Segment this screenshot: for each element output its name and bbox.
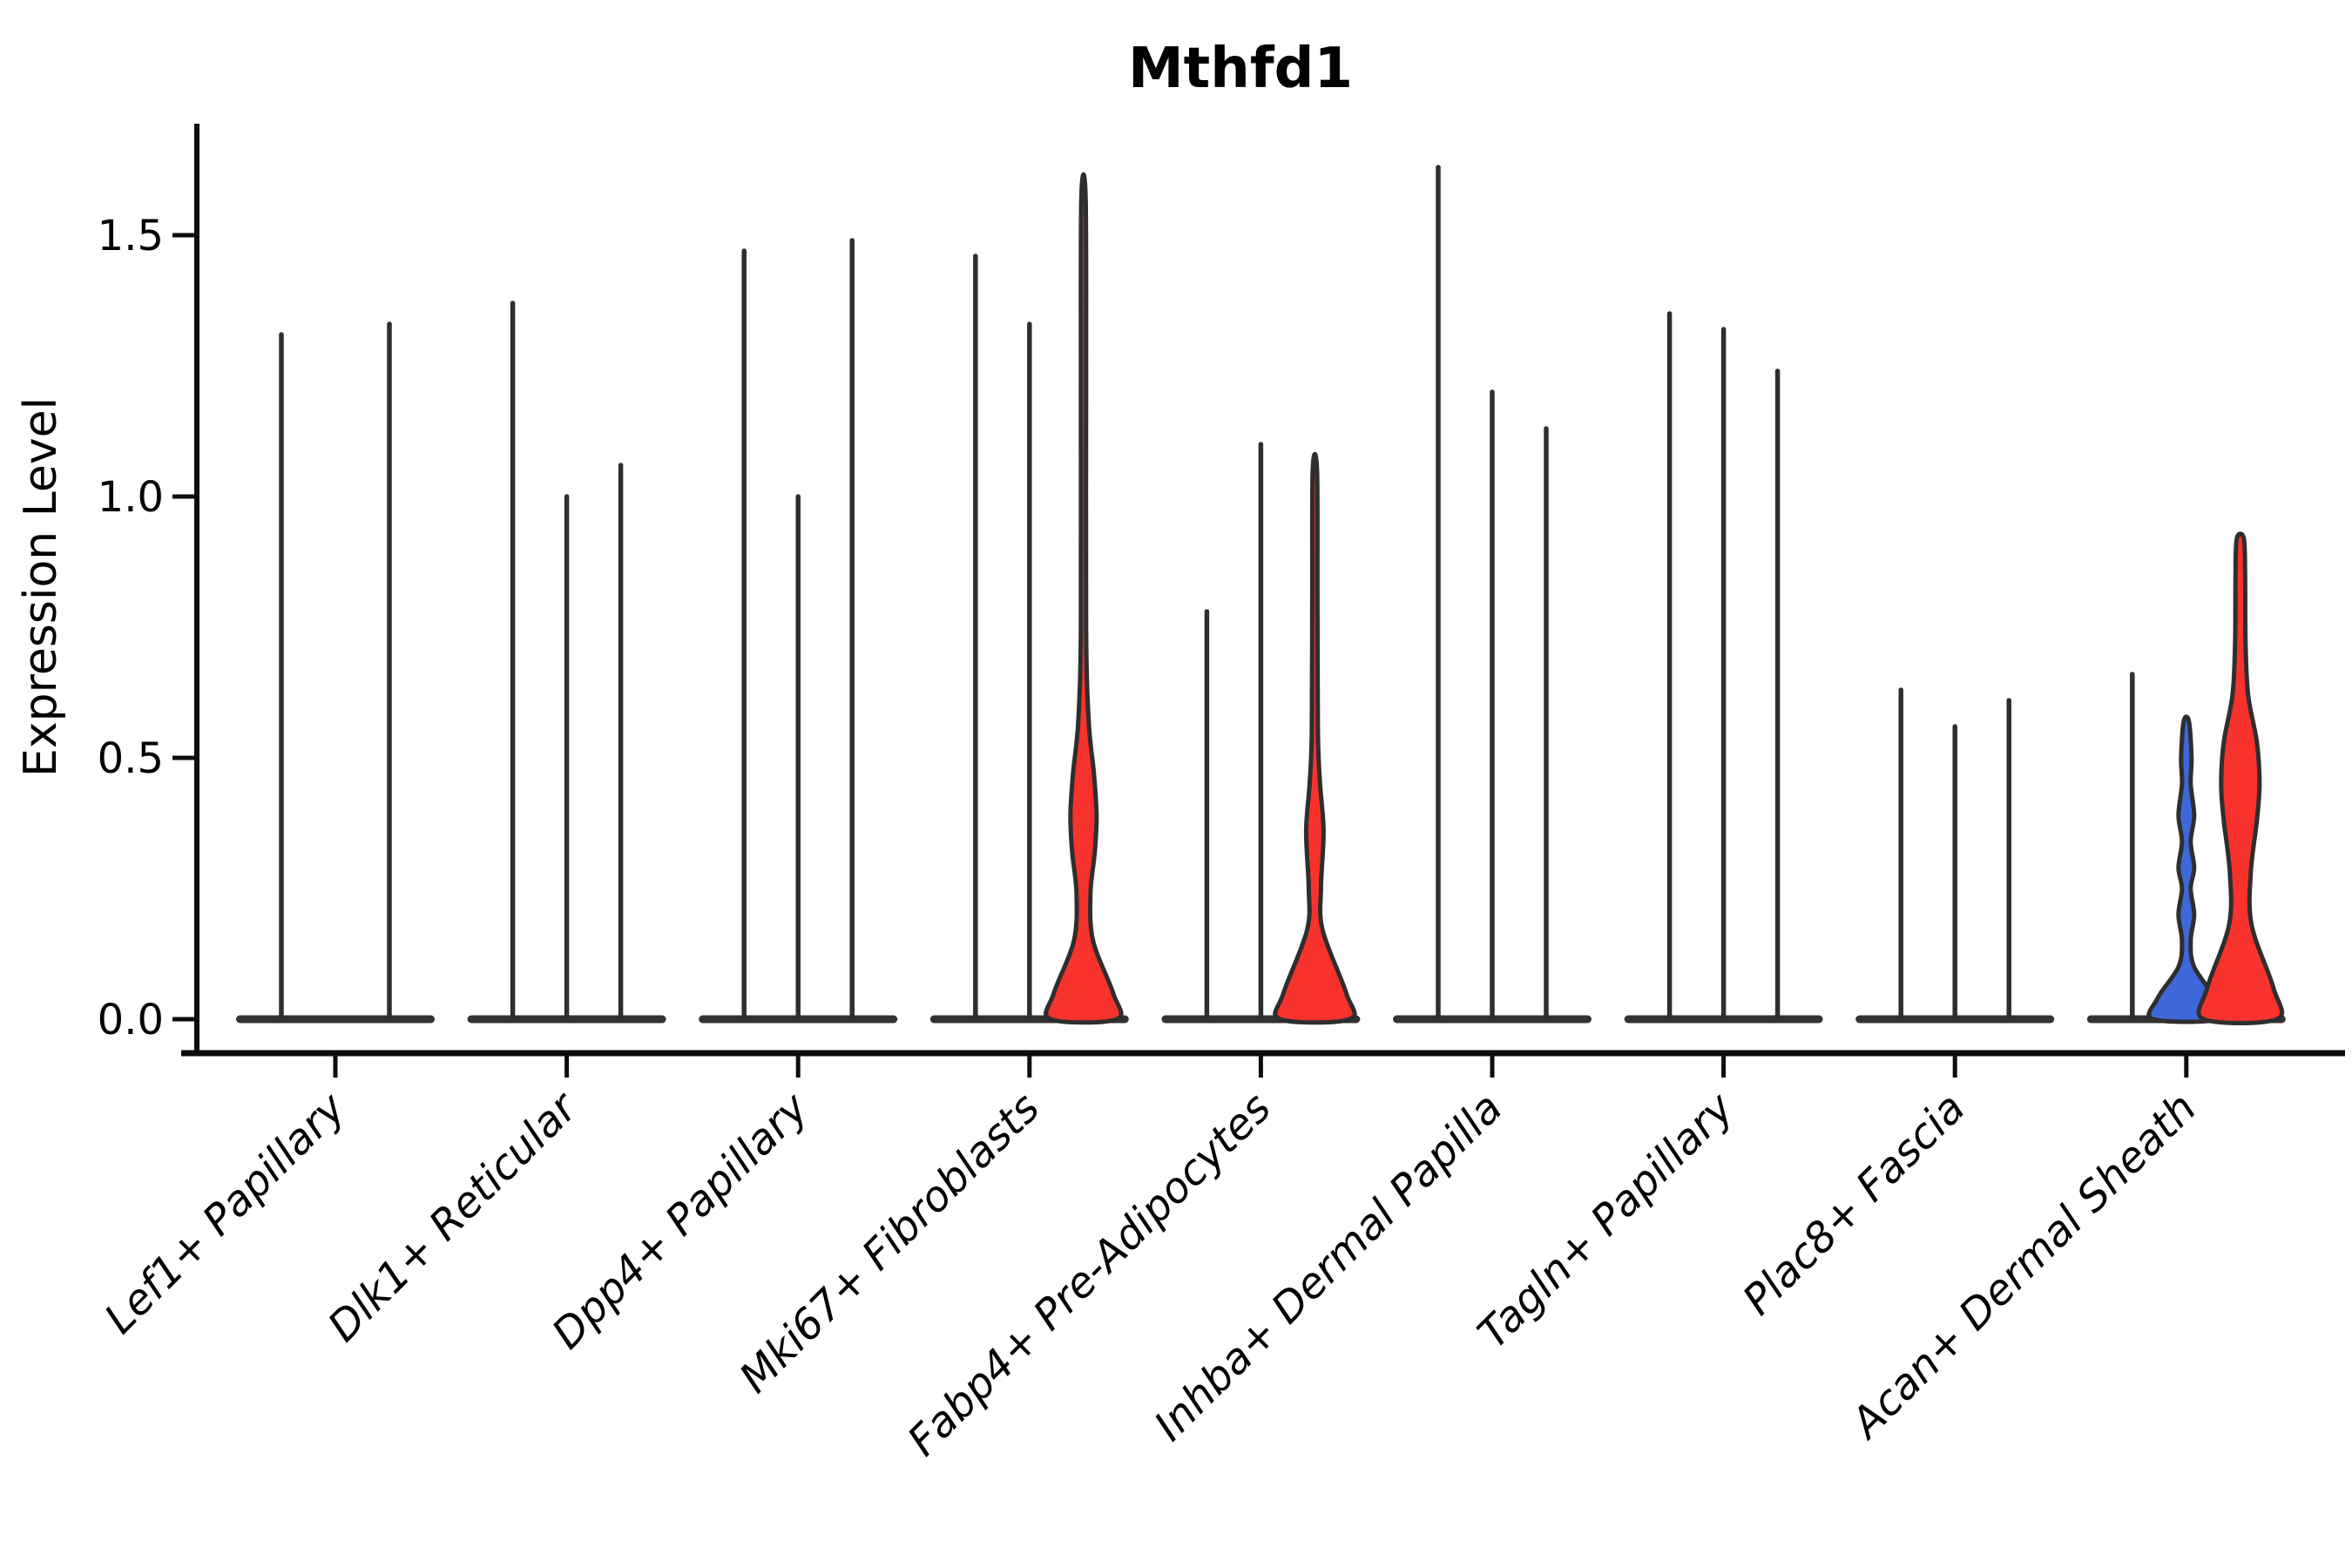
x-tick-label: Dlk1+ Reticular xyxy=(319,1082,589,1352)
x-tick-label: Plac8+ Fascia xyxy=(1734,1084,1975,1325)
y-tick-label: 0.5 xyxy=(98,734,164,783)
x-tick-label: Lef1+ Papillary xyxy=(95,1083,355,1343)
violin-red xyxy=(1044,172,1124,1025)
x-tick-label: Dpp4+ Papillary xyxy=(543,1083,818,1358)
y-tick-label: 1.0 xyxy=(98,473,164,522)
x-tick-label: Tagln+ Papillary xyxy=(1469,1083,1744,1358)
y-tick-label: 1.5 xyxy=(98,212,164,260)
y-tick-label: 0.0 xyxy=(98,996,164,1044)
violin-red xyxy=(2196,531,2285,1025)
x-tick-label: Fabp4+ Pre-Adipocytes xyxy=(898,1084,1281,1466)
chart-title: Mthfd1 xyxy=(1128,37,1353,101)
y-axis-label: Expression Level xyxy=(15,397,67,777)
violin-baseline xyxy=(236,1015,435,1024)
violin-blue xyxy=(2146,714,2227,1024)
violin-red xyxy=(1273,451,1357,1025)
